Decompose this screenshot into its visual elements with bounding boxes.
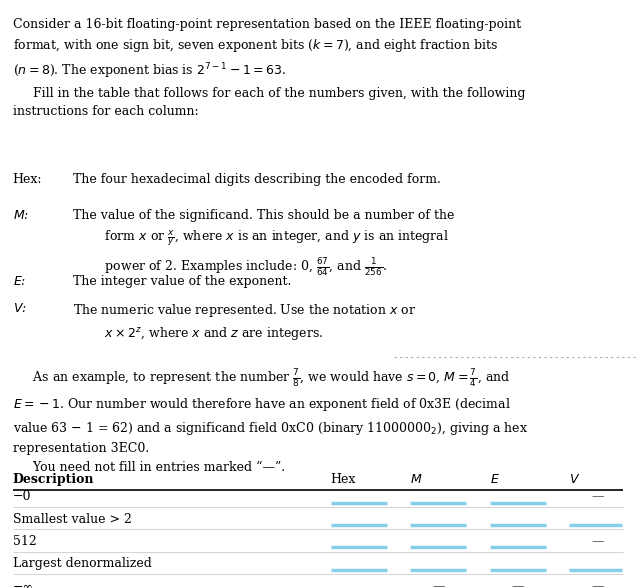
Text: −∞: −∞ (13, 580, 34, 588)
Text: The integer value of the exponent.: The integer value of the exponent. (73, 275, 291, 288)
Text: —: — (591, 580, 604, 588)
Text: Largest denormalized: Largest denormalized (13, 557, 151, 570)
Text: $E$:: $E$: (13, 275, 26, 288)
Text: Hex: Hex (331, 473, 356, 486)
Text: The value of the significand. This should be a number of the
        form $x$ or: The value of the significand. This shoul… (73, 209, 455, 278)
Text: $M$:: $M$: (13, 209, 29, 222)
Text: Consider a 16-bit floating-point representation based on the IEEE floating-point: Consider a 16-bit floating-point represe… (13, 18, 525, 119)
Text: As an example, to represent the number $\frac{7}{8}$, we would have $s = 0$, $M : As an example, to represent the number $… (13, 368, 528, 473)
Text: 512: 512 (13, 535, 36, 548)
Text: $V$:: $V$: (13, 302, 27, 315)
Text: —: — (432, 580, 445, 588)
Text: $E$: $E$ (490, 473, 500, 486)
Text: The four hexadecimal digits describing the encoded form.: The four hexadecimal digits describing t… (73, 173, 441, 186)
Text: −0: −0 (13, 490, 31, 503)
Text: $M$: $M$ (410, 473, 423, 486)
Text: —: — (511, 580, 524, 588)
Text: $V$: $V$ (569, 473, 581, 486)
Text: —: — (591, 535, 604, 548)
Text: The numeric value represented. Use the notation $x$ or
        $x \times 2^z$, w: The numeric value represented. Use the n… (73, 302, 417, 342)
Text: Hex:: Hex: (13, 173, 42, 186)
Text: Smallest value > 2: Smallest value > 2 (13, 513, 132, 526)
Text: Description: Description (13, 473, 94, 486)
Text: —: — (591, 490, 604, 503)
